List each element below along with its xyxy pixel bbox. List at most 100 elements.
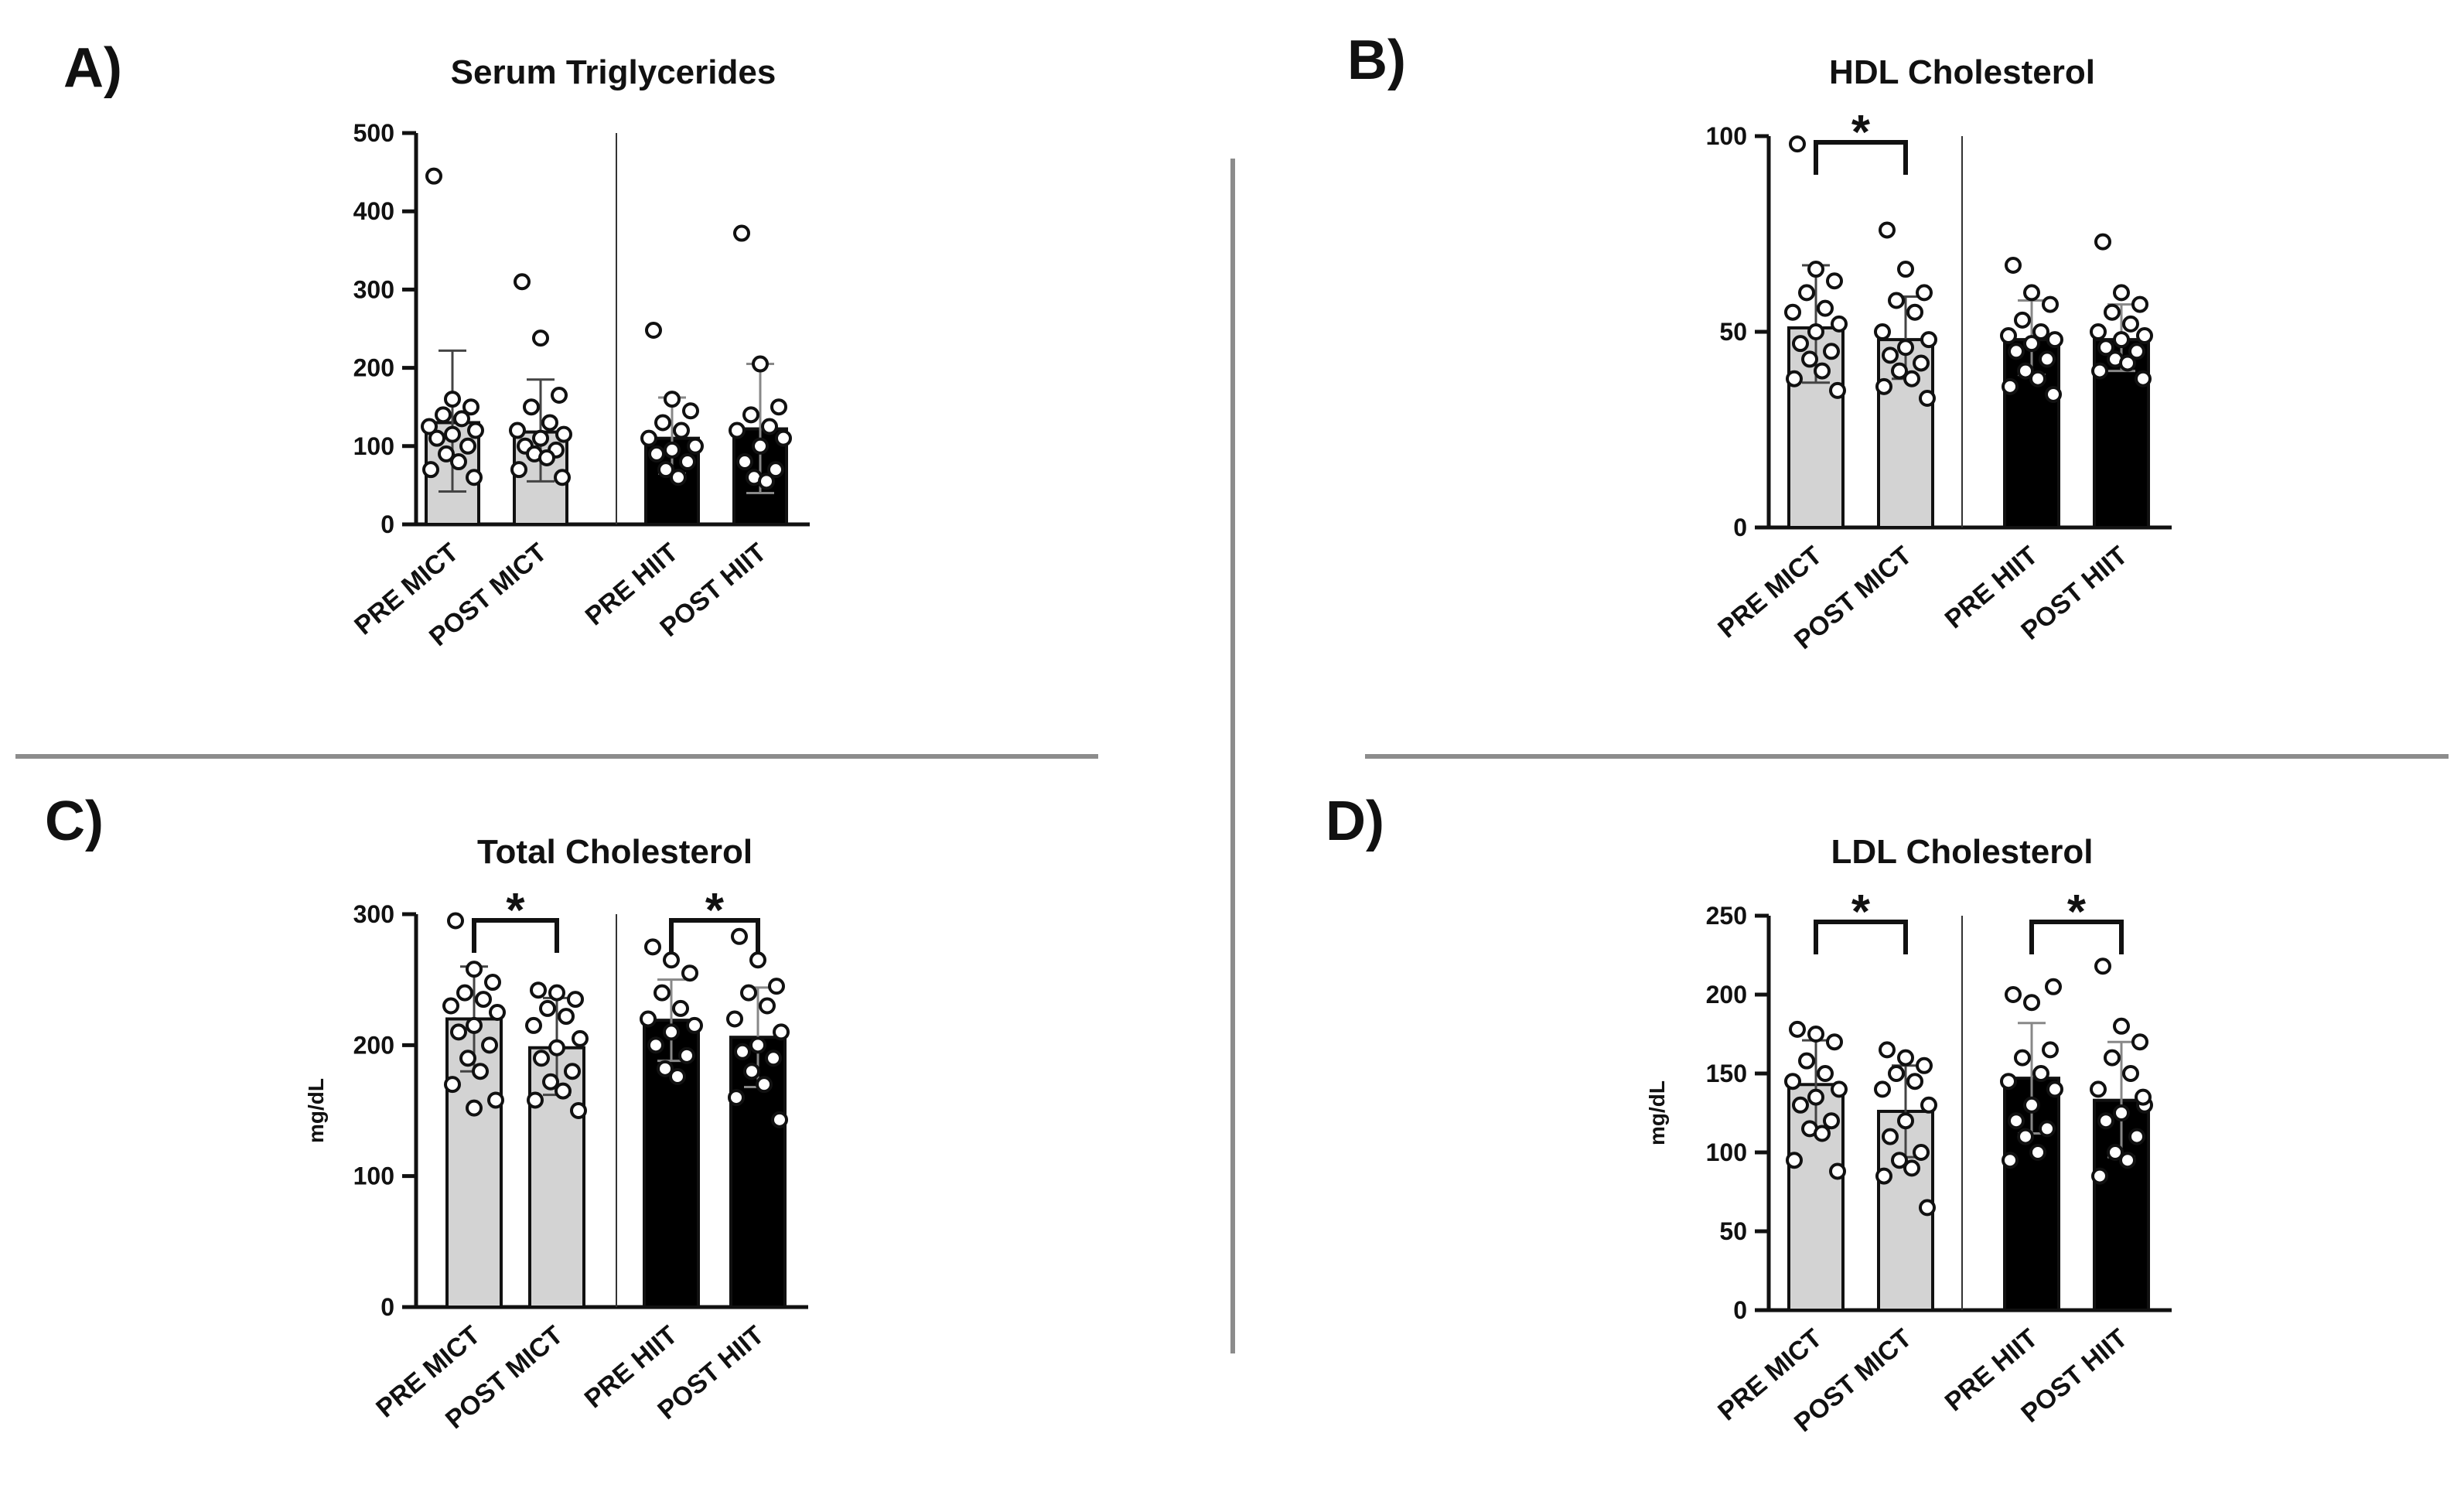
data-point	[1824, 1114, 1838, 1128]
y-tick-label: 50	[1719, 1217, 1747, 1245]
data-point	[467, 470, 481, 484]
data-point	[681, 455, 694, 469]
data-point	[770, 979, 783, 993]
data-point	[531, 983, 545, 997]
data-point	[1880, 223, 1894, 237]
data-point	[735, 227, 749, 241]
data-point	[664, 1025, 678, 1039]
data-point	[2136, 372, 2150, 386]
data-point	[541, 1002, 555, 1015]
data-point	[555, 470, 569, 484]
data-point	[1914, 356, 1928, 370]
significance-star: *	[2067, 886, 2087, 939]
data-point	[1803, 352, 1817, 366]
data-point	[469, 424, 483, 438]
data-point	[774, 1025, 788, 1039]
data-point	[2019, 1130, 2032, 1144]
data-point	[2034, 1067, 2048, 1080]
data-point	[1800, 1054, 1814, 1068]
data-point	[528, 1093, 542, 1107]
data-point	[772, 400, 786, 414]
y-axis-label: mg/dL	[1645, 1080, 1669, 1145]
data-point	[684, 404, 698, 418]
data-point	[650, 447, 664, 461]
data-point	[1793, 336, 1807, 350]
data-point	[2003, 380, 2017, 394]
data-point	[1786, 1074, 1800, 1088]
data-point	[738, 455, 752, 469]
data-point	[2040, 1121, 2054, 1135]
data-point	[452, 455, 466, 469]
data-point	[751, 953, 765, 967]
data-point	[665, 443, 679, 457]
data-point	[515, 275, 529, 288]
data-point	[2121, 1153, 2135, 1167]
data-point	[512, 462, 526, 476]
data-point	[1922, 333, 1936, 346]
data-point	[2138, 329, 2152, 343]
data-point	[1877, 1169, 1891, 1183]
data-point	[1818, 1067, 1832, 1080]
data-point	[1917, 285, 1931, 299]
y-tick-label: 100	[353, 1162, 394, 1190]
data-point	[745, 1064, 759, 1078]
data-point	[2105, 305, 2119, 319]
data-point	[1815, 1127, 1829, 1141]
data-point	[524, 400, 538, 414]
data-point	[1899, 262, 1913, 276]
y-tick-label: 300	[353, 275, 394, 303]
y-tick-label: 100	[1706, 122, 1747, 150]
data-point	[646, 940, 660, 954]
data-point	[2091, 325, 2105, 339]
data-point	[760, 999, 774, 1013]
data-point	[2121, 356, 2135, 370]
data-point	[730, 424, 744, 438]
data-point	[540, 451, 554, 465]
data-point	[671, 470, 685, 484]
data-point	[2133, 1035, 2147, 1049]
chart-title: HDL Cholesterol	[1829, 53, 2095, 91]
data-point	[444, 999, 458, 1013]
data-point	[2002, 329, 2015, 343]
data-point	[1899, 1051, 1913, 1065]
data-point	[573, 1032, 587, 1046]
panel-letter: B)	[1347, 29, 1406, 91]
data-point	[2031, 372, 2045, 386]
y-tick-label: 200	[353, 354, 394, 382]
data-point	[680, 1049, 694, 1063]
data-point	[744, 408, 758, 422]
data-point	[556, 1084, 570, 1098]
data-point	[1800, 285, 1814, 299]
data-point	[2105, 1051, 2119, 1065]
data-point	[649, 1038, 663, 1052]
data-point	[2025, 285, 2039, 299]
data-point	[751, 1038, 765, 1052]
data-point	[552, 388, 566, 402]
data-point	[476, 992, 490, 1006]
data-point	[461, 439, 475, 453]
data-point	[490, 1005, 504, 1019]
data-point	[732, 930, 746, 944]
data-point	[430, 432, 444, 445]
data-point	[1889, 294, 1903, 308]
data-point	[2009, 344, 2023, 358]
chart-title: Total Cholesterol	[477, 833, 753, 871]
data-point	[427, 169, 441, 183]
data-point	[565, 1064, 579, 1078]
figure: A) Serum Triglycerides0100200300400500PRE…	[0, 0, 2464, 1495]
data-point	[1905, 372, 1919, 386]
data-point	[753, 439, 767, 453]
data-point	[2096, 959, 2110, 973]
data-point	[2025, 336, 2039, 350]
data-point	[557, 428, 571, 442]
data-point	[1889, 1067, 1903, 1080]
data-point	[461, 1051, 475, 1065]
data-point	[674, 424, 688, 438]
data-point	[445, 392, 459, 406]
significance-star: *	[506, 884, 525, 937]
data-point	[1824, 344, 1838, 358]
data-point	[2040, 352, 2054, 366]
data-point	[1875, 1082, 1889, 1096]
data-point	[486, 975, 500, 989]
data-point	[2048, 1082, 2062, 1096]
